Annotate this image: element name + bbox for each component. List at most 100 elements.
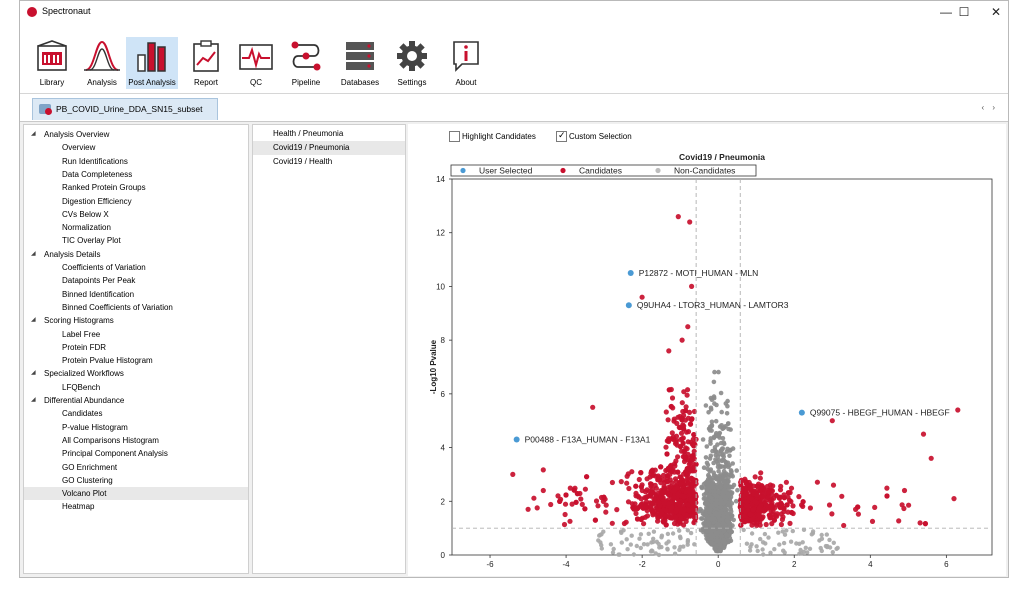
tree-item-run-identifications[interactable]: Run Identifications (24, 155, 248, 168)
collapse-arrow-icon[interactable]: ◢ (31, 317, 36, 324)
non-candidate-point (726, 426, 731, 432)
ribbon-qc-button[interactable]: QC (230, 37, 282, 89)
candidate-point (906, 502, 912, 508)
tree-group-scoring-histograms[interactable]: ◢ Scoring Histograms (24, 314, 248, 327)
candidate-point (629, 469, 635, 475)
tree-item-digestion-efficiency[interactable]: Digestion Efficiency (24, 195, 248, 208)
ribbon-post-analysis-button[interactable]: Post Analysis (126, 37, 178, 89)
document-tab-strip: PB_COVID_Urine_DDA_SN15_subset ‹ › (20, 94, 1008, 122)
tree-item-p-value-histogram[interactable]: P-value Histogram (24, 421, 248, 434)
ribbon-qc-label: QC (250, 78, 262, 87)
candidate-point (624, 473, 630, 479)
non-candidate-point (621, 528, 626, 533)
tree-item-lfqbench[interactable]: LFQBench (24, 381, 248, 394)
comparison-item-covid19-pneumonia[interactable]: Covid19 / Pneumonia (253, 141, 405, 155)
non-candidate-point (629, 533, 634, 538)
tree-group-specialized-workflows[interactable]: ◢ Specialized Workflows (24, 367, 248, 380)
tree-item-ranked-protein-groups[interactable]: Ranked Protein Groups (24, 181, 248, 194)
candidate-point (666, 348, 672, 354)
tree-item-protein-fdr[interactable]: Protein FDR (24, 341, 248, 354)
candidate-point (563, 492, 569, 498)
tree-item-label: Coefficients of Variation (62, 263, 146, 272)
close-button[interactable]: ✕ (990, 5, 1002, 19)
tree-item-protein-pvalue-histogram[interactable]: Protein Pvalue Histogram (24, 354, 248, 367)
candidate-point (754, 492, 760, 498)
tree-item-heatmap[interactable]: Heatmap (24, 500, 248, 513)
candidate-point (737, 503, 744, 509)
tree-item-all-comparisons-histogram[interactable]: All Comparisons Histogram (24, 434, 248, 447)
candidate-point (567, 518, 573, 524)
ribbon-report-button[interactable]: Report (180, 37, 232, 89)
non-candidate-point (716, 515, 721, 520)
user-selected-point[interactable] (798, 409, 805, 416)
user-selected-label: P12872 - MOTI_HUMAN - MLN (639, 268, 759, 278)
user-selected-point[interactable] (625, 302, 632, 309)
candidate-point (781, 495, 787, 501)
tree-item-overview[interactable]: Overview (24, 141, 248, 154)
comparison-item-health-pneumonia[interactable]: Health / Pneumonia (273, 129, 344, 138)
non-candidate-point (601, 529, 606, 534)
ribbon-databases-button[interactable]: Databases (334, 37, 386, 89)
tree-item-candidates[interactable]: Candidates (24, 407, 248, 420)
tree-group-differential-abundance[interactable]: ◢ Differential Abundance (24, 394, 248, 407)
non-candidate-point (646, 531, 651, 536)
tree-group-analysis-details[interactable]: ◢ Analysis Details (24, 248, 248, 261)
non-candidate-point (645, 542, 650, 547)
maximize-button[interactable]: ☐ (958, 5, 970, 19)
ribbon-analysis-button[interactable]: Analysis (76, 37, 128, 89)
ribbon-library-button[interactable]: Library (26, 37, 78, 89)
tree-item-principal-component-analysis[interactable]: Principal Component Analysis (24, 447, 248, 460)
candidate-point (688, 497, 694, 503)
non-candidate-point (638, 545, 643, 551)
candidate-point (683, 469, 689, 475)
candidate-point (683, 404, 689, 410)
tree-item-go-clustering[interactable]: GO Clustering (24, 474, 248, 487)
candidate-point (741, 513, 747, 519)
user-selected-point[interactable] (513, 436, 520, 443)
tree-item-coefficients-of-variation[interactable]: Coefficients of Variation (24, 261, 248, 274)
tab-scroll-arrows[interactable]: ‹ › (981, 103, 998, 112)
candidate-point (690, 507, 696, 513)
tree-item-datapoints-per-peak[interactable]: Datapoints Per Peak (24, 274, 248, 287)
collapse-arrow-icon[interactable]: ◢ (31, 250, 36, 257)
non-candidate-point (760, 547, 765, 552)
tree-item-binned-coefficients-of-variation[interactable]: Binned Coefficients of Variation (24, 301, 248, 314)
candidate-point (678, 448, 685, 454)
tree-item-go-enrichment[interactable]: GO Enrichment (24, 461, 248, 474)
tree-item-volcano-plot[interactable]: Volcano Plot (24, 487, 248, 501)
minimize-button[interactable]: — (940, 5, 952, 19)
ribbon-about-button[interactable]: About (440, 37, 492, 89)
custom-selection-box[interactable] (556, 130, 567, 142)
y-tick-label: 6 (441, 390, 446, 399)
post-analysis-icon (137, 42, 166, 72)
highlight-candidates-label: Highlight Candidates (462, 132, 536, 141)
tree-item-tic-overlay-plot[interactable]: TIC Overlay Plot (24, 234, 248, 247)
candidate-point (525, 506, 531, 512)
document-tab[interactable]: PB_COVID_Urine_DDA_SN15_subset (32, 98, 218, 120)
app-title: Spectronaut (42, 6, 91, 16)
tree-item-label: Binned Identification (62, 289, 135, 299)
volcano-plot[interactable]: Covid19 / Pneumonia User Selected Candidat… (408, 124, 1006, 576)
candidate-point (689, 416, 695, 422)
non-candidate-point (599, 546, 604, 551)
user-selected-point[interactable] (627, 270, 634, 276)
tree-item-data-completeness[interactable]: Data Completeness (24, 168, 248, 181)
ribbon-pipeline-button[interactable]: Pipeline (280, 37, 332, 89)
tree-group-analysis-overview[interactable]: ◢ Analysis Overview (24, 128, 248, 141)
collapse-arrow-icon[interactable]: ◢ (31, 370, 36, 377)
candidate-point (573, 499, 579, 505)
non-candidate-point (608, 542, 614, 547)
candidate-point (689, 283, 695, 289)
collapse-arrow-icon[interactable]: ◢ (31, 131, 36, 137)
highlight-candidates-box[interactable] (449, 131, 460, 142)
tree-item-cvs-below-x[interactable]: CVs Below X (24, 208, 248, 221)
tree-item-binned-identification[interactable]: Binned Identification (24, 288, 248, 301)
tree-item-label-free[interactable]: Label Free (24, 328, 248, 341)
tree-item-normalization[interactable]: Normalization (24, 221, 248, 234)
collapse-arrow-icon[interactable]: ◢ (31, 397, 36, 403)
candidate-point (655, 515, 661, 521)
ribbon-settings-button[interactable]: Settings (386, 37, 438, 89)
comparison-item-covid19-health[interactable]: Covid19 / Health (273, 157, 333, 166)
candidate-point (636, 476, 642, 483)
experiment-icon (39, 104, 52, 115)
